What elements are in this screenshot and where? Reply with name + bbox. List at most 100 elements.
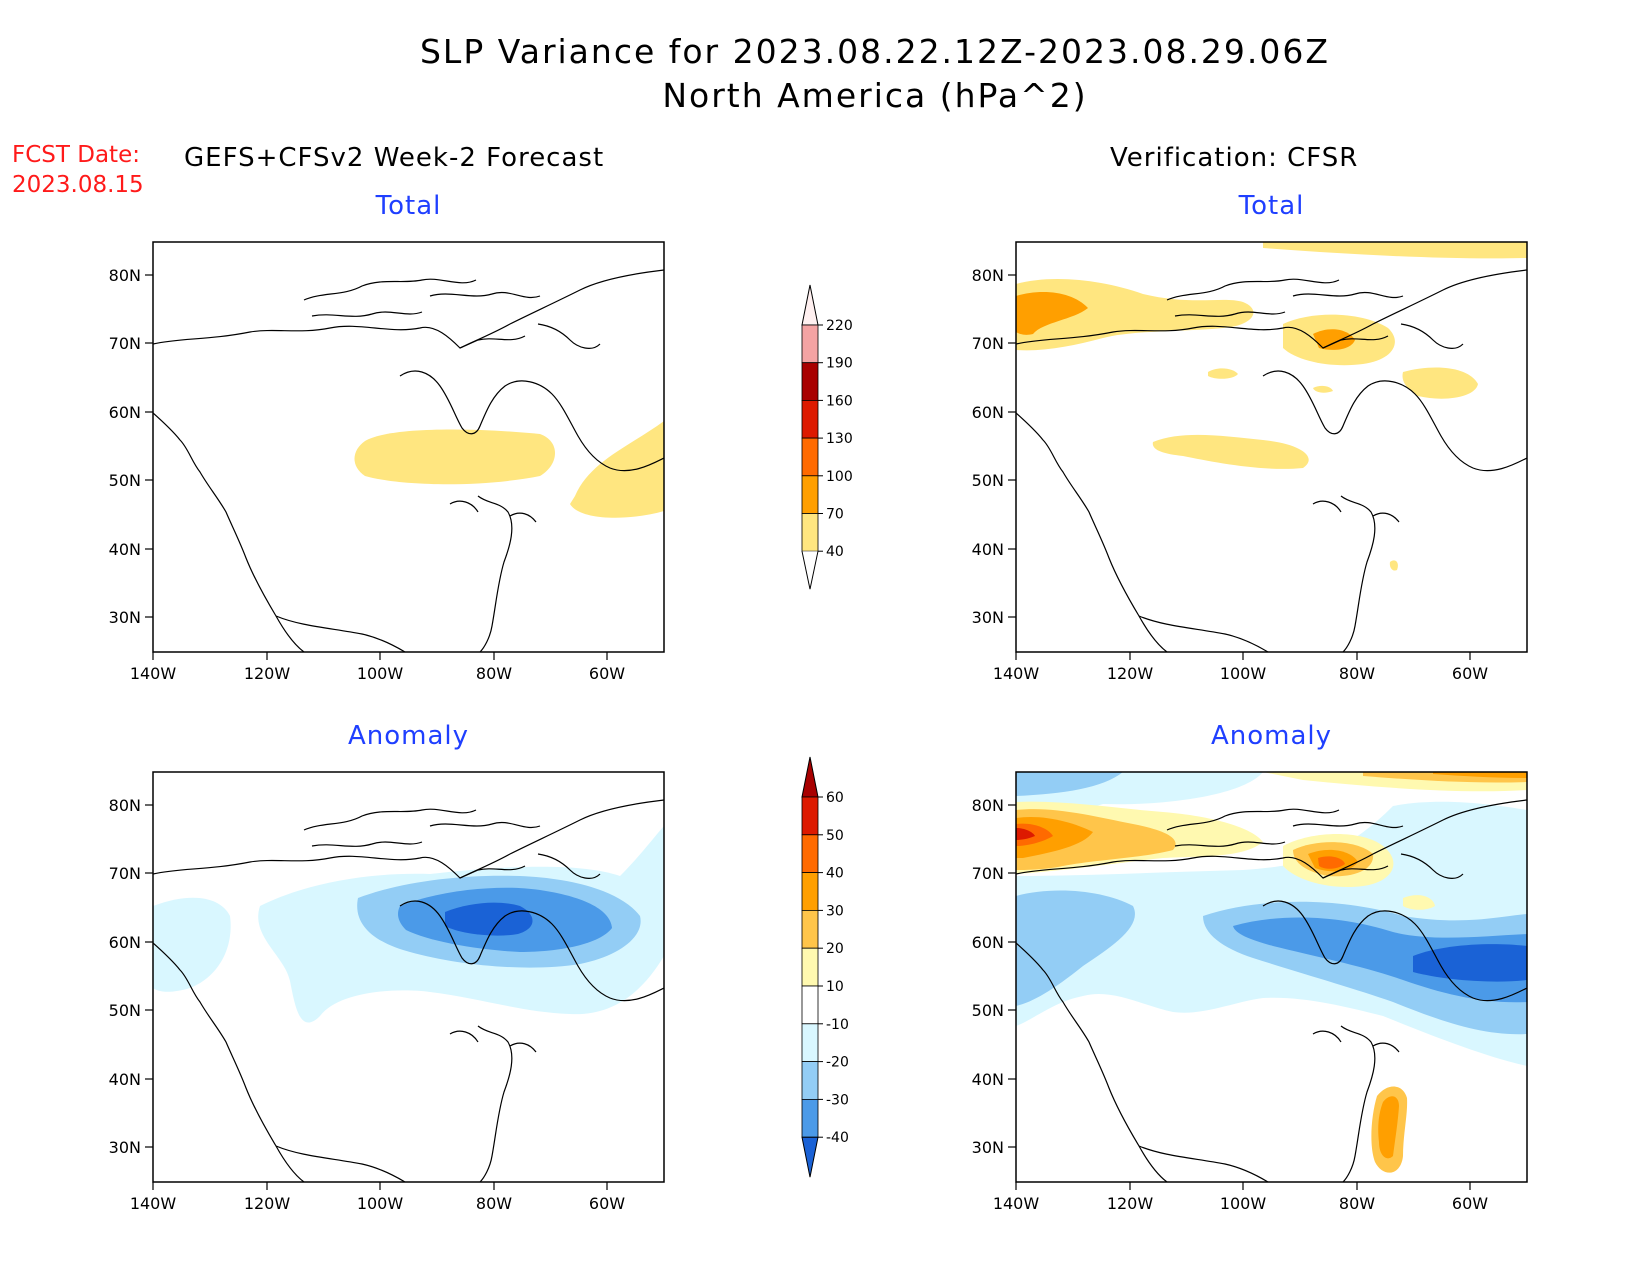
colorbar-label: 40 — [826, 544, 844, 560]
colorbar-swatch — [801, 1061, 819, 1100]
figure-subtitle: North America (hPa^2) — [662, 76, 1088, 115]
lat-label: 30N — [972, 608, 1004, 627]
lat-label: 30N — [109, 1138, 141, 1157]
colorbar-swatch — [801, 909, 819, 949]
colorbar-label: -30 — [826, 1092, 849, 1108]
lon-label: 140W — [993, 1194, 1040, 1213]
coastlines — [153, 799, 664, 1182]
lat-label: 60N — [109, 403, 141, 422]
colorbar-label: 50 — [826, 828, 844, 844]
lat-label: 60N — [972, 403, 1004, 422]
lon-label: 120W — [244, 664, 291, 683]
lat-label: 70N — [109, 864, 141, 883]
colorbar-label: 100 — [826, 469, 853, 485]
colorbar-swatch — [801, 985, 819, 1025]
anomaly-colorbar: 60 50 40 30 20 10 -10 -20 -30 -40 — [801, 756, 849, 1178]
lon-label: 100W — [357, 1194, 404, 1213]
colorbar-swatch — [801, 513, 819, 552]
forecast-anomaly-map: 80N 70N 60N 50N 40N 30N 140W 120W 100W 8… — [109, 771, 665, 1213]
colorbar-tip — [801, 1136, 819, 1178]
lat-label: 50N — [109, 471, 141, 490]
axis-ticks — [1008, 274, 1471, 660]
colorbar-swatch — [801, 947, 819, 987]
lat-label: 40N — [972, 1070, 1004, 1089]
colorbar-label: 70 — [826, 507, 844, 523]
colorbar-label: 20 — [826, 941, 844, 957]
axis-ticks — [145, 804, 608, 1190]
colorbar-swatch — [801, 1098, 819, 1138]
lon-label: 60W — [1452, 1194, 1488, 1213]
lon-label: 100W — [1220, 1194, 1267, 1213]
fcst-date-value: 2023.08.15 — [12, 172, 144, 198]
verification-anomaly-title: Anomaly — [1210, 721, 1333, 751]
verification-column-header: Verification: CFSR — [1110, 143, 1359, 173]
lat-label: 60N — [972, 933, 1004, 952]
lat-label: 30N — [109, 608, 141, 627]
lat-label: 60N — [109, 933, 141, 952]
lon-label: 120W — [1107, 664, 1154, 683]
colorbar-swatches — [801, 284, 819, 590]
lat-label: 40N — [972, 540, 1004, 559]
colorbar-label: 130 — [826, 431, 853, 447]
colorbar-swatch — [801, 475, 819, 514]
forecast-column-header: GEFS+CFSv2 Week-2 Forecast — [184, 143, 605, 173]
colorbar-swatch — [801, 400, 819, 439]
lon-label: 80W — [1339, 664, 1375, 683]
colorbar-swatch — [801, 324, 819, 364]
coastlines — [1016, 269, 1527, 652]
forecast-total-title: Total — [375, 191, 442, 221]
lat-label: 80N — [972, 796, 1004, 815]
axis-ticks — [1008, 804, 1471, 1190]
lon-label: 100W — [357, 664, 404, 683]
lat-label: 80N — [109, 266, 141, 285]
colorbar-swatch — [801, 362, 819, 401]
lat-label: 40N — [109, 1070, 141, 1089]
lat-label: 70N — [972, 864, 1004, 883]
lon-label: 120W — [1107, 1194, 1154, 1213]
coastlines — [1016, 799, 1527, 1182]
lat-label: 50N — [109, 1001, 141, 1020]
colorbar-label: 190 — [826, 356, 853, 372]
colorbar-tip — [801, 756, 819, 798]
colorbar-label: 10 — [826, 979, 844, 995]
verification-anomaly-map: 80N 70N 60N 50N 40N 30N 140W 120W 100W 8… — [972, 771, 1528, 1213]
lon-label: 100W — [1220, 664, 1267, 683]
colorbar-label: 30 — [826, 903, 844, 919]
lon-label: 80W — [1339, 1194, 1375, 1213]
variance-shading — [354, 421, 664, 518]
colorbar-label: -20 — [826, 1055, 849, 1071]
lat-label: 80N — [109, 796, 141, 815]
colorbar-label: 40 — [826, 866, 844, 882]
colorbar-label: 60 — [826, 790, 844, 806]
coastlines — [153, 269, 664, 652]
lon-label: 80W — [476, 664, 512, 683]
forecast-total-map: 80N 70N 60N 50N 40N 30N 140W 120W 100W 8… — [109, 241, 665, 683]
lon-label: 140W — [993, 664, 1040, 683]
lat-label: 50N — [972, 471, 1004, 490]
axis-ticks — [145, 274, 608, 660]
verification-total-title: Total — [1238, 191, 1305, 221]
fcst-date-label: FCST Date: — [12, 142, 140, 168]
colorbar-swatch — [801, 872, 819, 911]
lat-label: 50N — [972, 1001, 1004, 1020]
colorbar-tail — [801, 551, 819, 590]
lon-label: 60W — [1452, 664, 1488, 683]
figure-title: SLP Variance for 2023.08.22.12Z-2023.08.… — [419, 32, 1331, 71]
lon-label: 140W — [130, 664, 177, 683]
colorbar-label: 220 — [826, 318, 853, 334]
colorbar-swatch — [801, 796, 819, 836]
colorbar-swatches — [801, 756, 819, 1178]
anomaly-shading — [1016, 772, 1527, 1173]
lon-label: 120W — [244, 1194, 291, 1213]
lat-label: 40N — [109, 540, 141, 559]
lon-label: 80W — [476, 1194, 512, 1213]
colorbar-swatch — [801, 437, 819, 477]
colorbar-label: 160 — [826, 393, 853, 409]
colorbar-swatch — [801, 834, 819, 874]
colorbar-label: -10 — [826, 1017, 849, 1033]
lat-label: 30N — [972, 1138, 1004, 1157]
lon-label: 60W — [589, 1194, 625, 1213]
lon-label: 140W — [130, 1194, 177, 1213]
lat-label: 70N — [109, 334, 141, 353]
verification-total-map: 80N 70N 60N 50N 40N 30N 140W 120W 100W 8… — [972, 241, 1528, 683]
